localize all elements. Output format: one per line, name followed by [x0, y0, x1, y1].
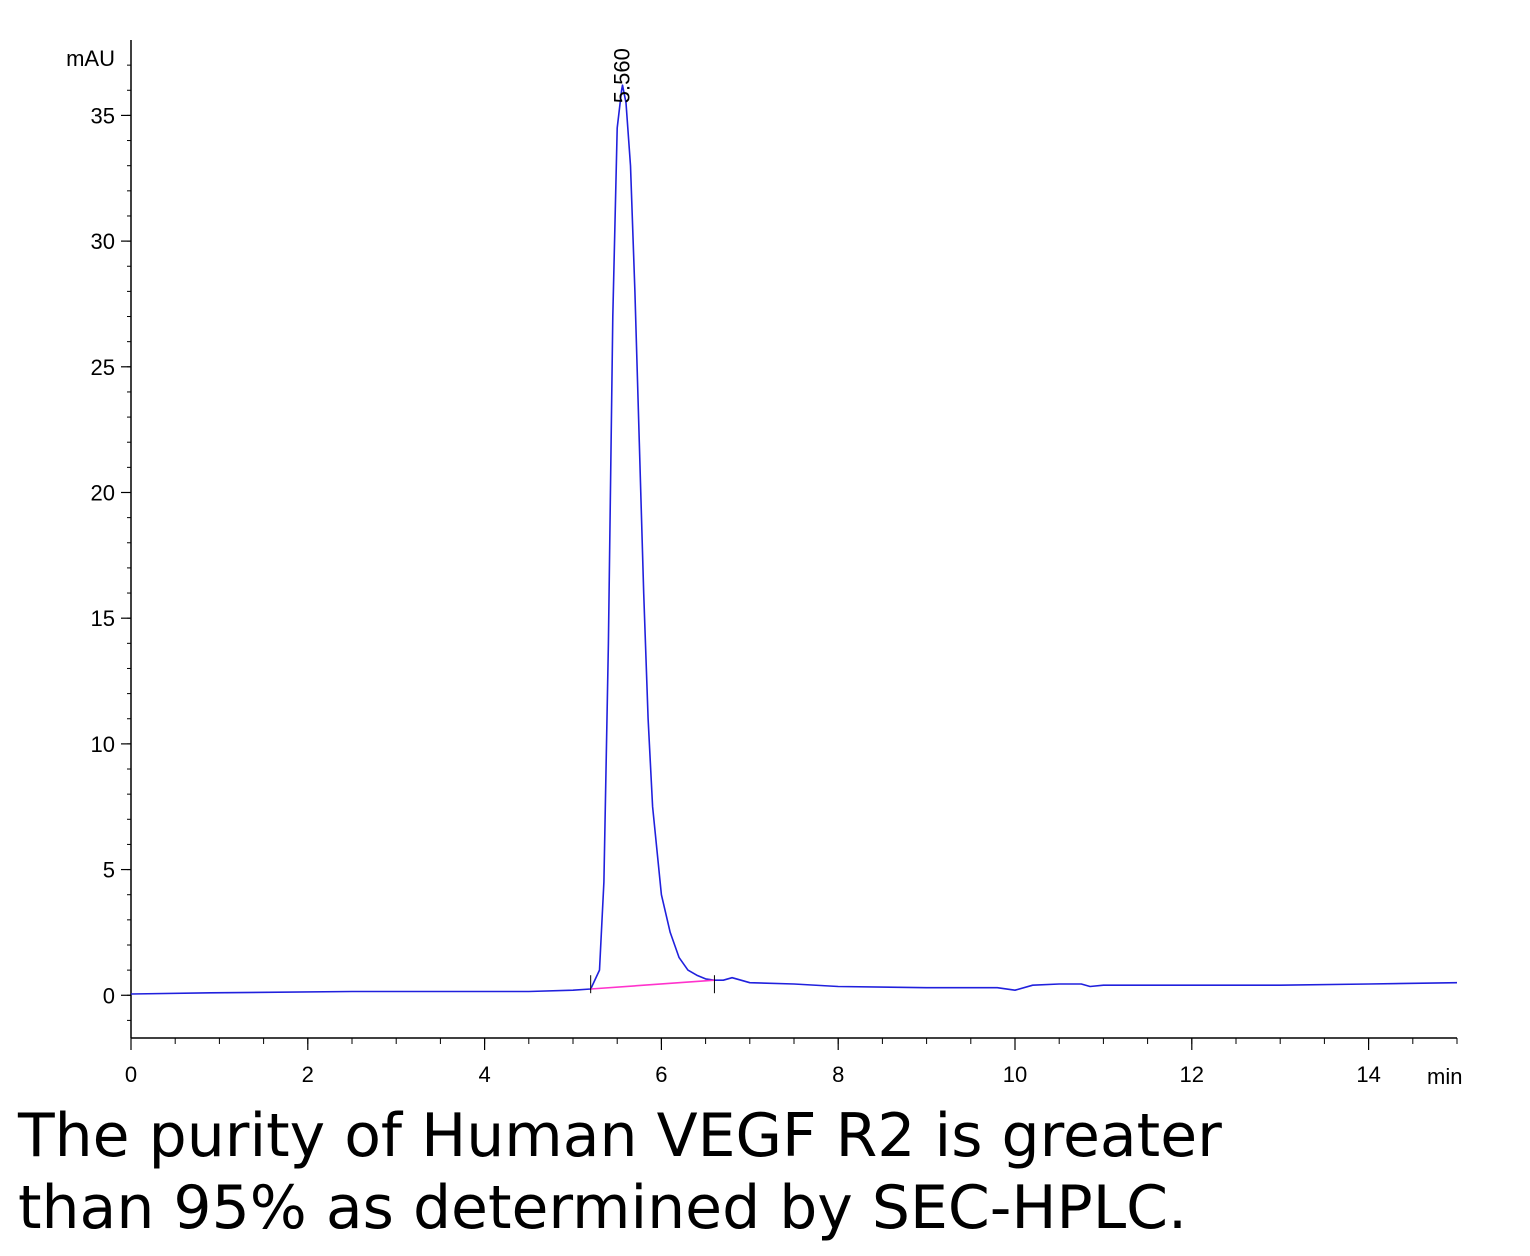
chart-series: [130, 84, 1458, 995]
x-tick-label: 6: [655, 1062, 667, 1087]
chromatogram-chart: 0 5 10 15 20 25 30 35 0 2 4 6 8 10 12 14 mAU min 5.560: [66, 40, 1462, 1089]
y-tick-label: 10: [91, 732, 115, 757]
y-tick-label: 35: [91, 103, 115, 128]
figure-caption: The purity of Human VEGF R2 is greater t…: [18, 1100, 1498, 1244]
x-tick-label: 12: [1180, 1062, 1204, 1087]
x-tick-label: 4: [478, 1062, 490, 1087]
caption-line-2: than 95% as determined by SEC-HPLC.: [18, 1173, 1188, 1243]
x-unit-label: min: [1427, 1064, 1462, 1089]
y-tick-label: 5: [103, 858, 115, 883]
y-tick-label: 25: [91, 355, 115, 380]
baseline-trace: [590, 979, 715, 990]
y-tick-label: 30: [91, 229, 115, 254]
x-tick-label: 0: [125, 1062, 137, 1087]
x-tick-label: 10: [1003, 1062, 1027, 1087]
y-tick-label: 0: [103, 983, 115, 1008]
y-unit-label: mAU: [66, 46, 115, 71]
caption-line-1: The purity of Human VEGF R2 is greater: [18, 1101, 1222, 1171]
signal-trace: [130, 84, 1458, 995]
x-tick-label: 14: [1356, 1062, 1380, 1087]
x-tick-label: 2: [302, 1062, 314, 1087]
peak-label: 5.560: [610, 48, 635, 103]
x-tick-label: 8: [832, 1062, 844, 1087]
y-tick-label: 20: [91, 480, 115, 505]
chart-axes: 0 5 10 15 20 25 30 35 0 2 4 6 8 10 12 14 mAU min: [66, 40, 1462, 1089]
chart-annotations: 5.560: [590, 48, 715, 994]
y-tick-label: 15: [91, 606, 115, 631]
